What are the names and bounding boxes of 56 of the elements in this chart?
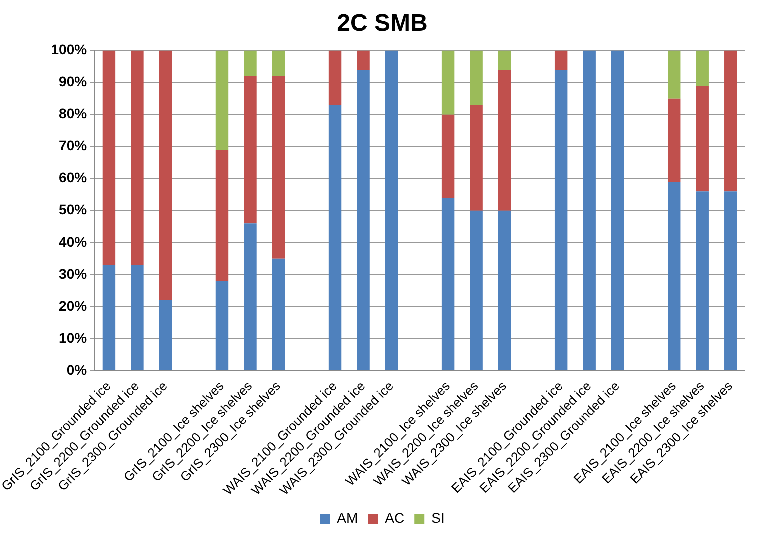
y-tick-label: 10% bbox=[59, 330, 88, 346]
bar bbox=[272, 76, 286, 259]
y-tick-label: 90% bbox=[59, 74, 88, 90]
bar bbox=[498, 50, 512, 70]
bar bbox=[668, 98, 681, 182]
legend-label: SI bbox=[432, 510, 445, 526]
y-tick-label: 0% bbox=[66, 362, 88, 378]
bar bbox=[102, 265, 116, 370]
bar bbox=[216, 281, 229, 370]
bar bbox=[442, 198, 455, 370]
bar bbox=[328, 105, 342, 370]
y-tick-label: 80% bbox=[59, 106, 88, 122]
bar bbox=[357, 50, 370, 70]
bar bbox=[442, 50, 455, 115]
bar bbox=[696, 50, 709, 86]
bar bbox=[554, 50, 568, 70]
y-tick-label: 50% bbox=[59, 202, 88, 218]
bar bbox=[724, 50, 738, 192]
bar bbox=[668, 50, 681, 99]
bar bbox=[216, 50, 229, 150]
bar bbox=[611, 50, 624, 370]
chart-title: 2C SMB bbox=[337, 10, 428, 38]
legend-label: AM bbox=[337, 510, 358, 526]
bar bbox=[244, 50, 257, 76]
bar bbox=[328, 50, 342, 106]
bar bbox=[470, 210, 483, 370]
y-tick-label: 60% bbox=[59, 170, 88, 186]
y-tick-label: 30% bbox=[59, 266, 88, 282]
bar bbox=[272, 258, 286, 370]
bar bbox=[159, 50, 172, 301]
bar bbox=[102, 50, 116, 266]
y-tick-label: 20% bbox=[59, 298, 88, 314]
bar bbox=[159, 300, 172, 370]
bar bbox=[470, 105, 483, 211]
bar bbox=[696, 192, 709, 370]
bar bbox=[724, 192, 738, 370]
y-tick-label: 100% bbox=[51, 42, 88, 58]
y-tick-label: 70% bbox=[59, 138, 88, 154]
bar bbox=[554, 70, 568, 370]
bar bbox=[244, 76, 257, 224]
bar bbox=[470, 50, 483, 106]
bar bbox=[583, 50, 596, 370]
bar bbox=[216, 150, 229, 282]
y-tick-label: 40% bbox=[59, 234, 88, 250]
bar bbox=[696, 86, 709, 192]
bar bbox=[498, 210, 512, 370]
legend-label: AC bbox=[385, 510, 405, 526]
bar bbox=[272, 50, 286, 76]
bar bbox=[668, 182, 681, 370]
bar bbox=[244, 224, 257, 370]
bar bbox=[357, 70, 370, 370]
bar bbox=[385, 50, 398, 370]
bar bbox=[498, 70, 512, 211]
bar bbox=[442, 114, 455, 198]
bar bbox=[131, 265, 144, 370]
bar bbox=[131, 50, 144, 266]
